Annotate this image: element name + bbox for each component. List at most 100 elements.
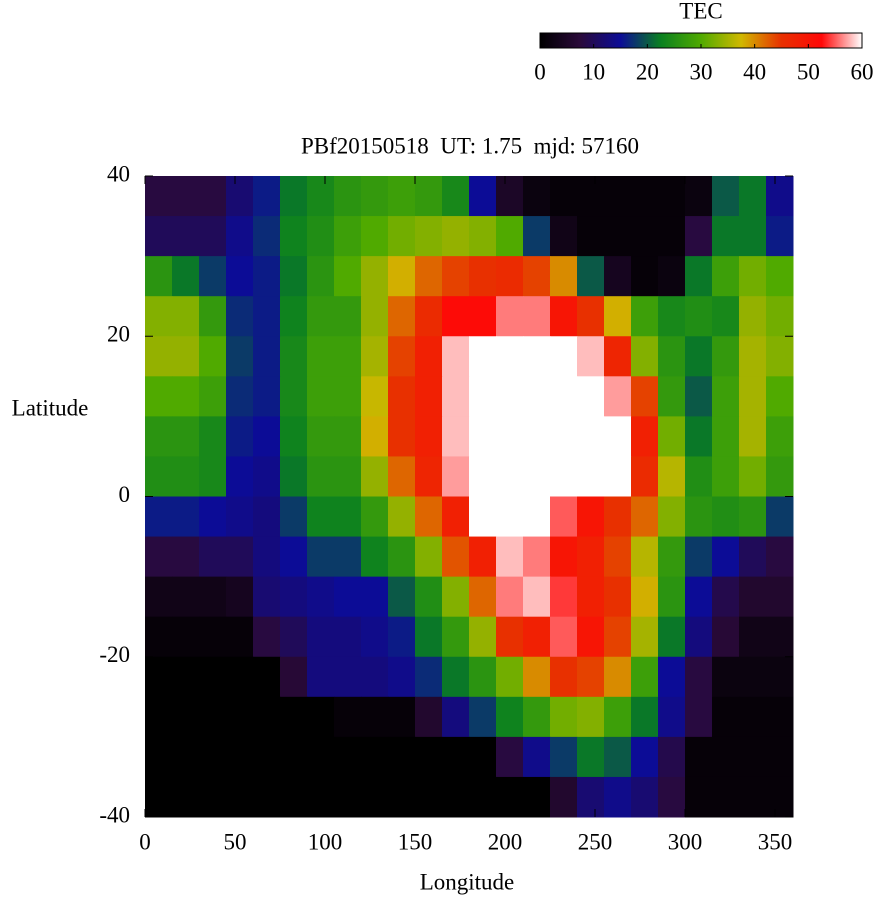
heatmap-cell: [685, 416, 713, 457]
heatmap-cell: [550, 496, 578, 538]
heatmap-cell: [658, 736, 686, 778]
heatmap-cell: [469, 416, 497, 457]
heatmap-cell: [550, 656, 578, 698]
heatmap-cell: [442, 376, 470, 417]
heatmap-cell: [739, 736, 767, 778]
heatmap-cell: [685, 696, 713, 738]
heatmap-cell: [604, 256, 632, 297]
heatmap-cell: [361, 736, 389, 778]
heatmap-cell: [631, 696, 659, 738]
y-axis-label: Latitude: [12, 395, 89, 420]
y-tick-label: -40: [99, 802, 130, 827]
heatmap-cell: [658, 776, 686, 818]
heatmap-cell: [469, 616, 497, 658]
heatmap-cell: [253, 216, 281, 257]
heatmap-cell: [280, 576, 308, 618]
heatmap-cell: [226, 376, 254, 417]
heatmap-cell: [631, 776, 659, 818]
heatmap-cell: [280, 456, 308, 497]
heatmap-cell: [415, 416, 443, 457]
heatmap-cell: [253, 376, 281, 417]
heatmap-cell: [631, 616, 659, 658]
heatmap-cell: [415, 176, 443, 217]
heatmap-cell: [145, 576, 173, 618]
heatmap-cell: [577, 336, 605, 377]
heatmap-cell: [685, 776, 713, 818]
heatmap-cell: [577, 576, 605, 618]
heatmap-cell: [334, 776, 362, 818]
heatmap-cell: [523, 536, 551, 578]
heatmap-cell: [361, 376, 389, 417]
heatmap-cell: [280, 616, 308, 658]
heatmap-cell: [172, 616, 200, 658]
heatmap-cell: [469, 256, 497, 297]
heatmap-cell: [172, 296, 200, 337]
heatmap-cell: [685, 616, 713, 658]
heatmap-cell: [307, 416, 335, 457]
heatmap-cell: [631, 376, 659, 417]
heatmap-cell: [199, 496, 227, 538]
heatmap-cell: [523, 496, 551, 538]
heatmap-cell: [361, 656, 389, 698]
heatmap-cell: [469, 336, 497, 377]
heatmap-cell: [172, 336, 200, 377]
heatmap-cell: [766, 696, 794, 738]
heatmap-cell: [145, 376, 173, 417]
heatmap-cell: [253, 176, 281, 217]
heatmap-cell: [712, 416, 740, 457]
heatmap-cell: [739, 496, 767, 538]
heatmap-cell: [226, 736, 254, 778]
heatmap-cell: [145, 336, 173, 377]
heatmap-cell: [334, 616, 362, 658]
heatmap-cell: [469, 176, 497, 217]
heatmap-cell: [469, 696, 497, 738]
heatmap-cell: [631, 456, 659, 497]
heatmap-cell: [766, 456, 794, 497]
heatmap-cell: [307, 296, 335, 337]
heatmap-cell: [496, 576, 524, 618]
heatmap-cell: [739, 456, 767, 497]
heatmap-cell: [685, 656, 713, 698]
heatmap-cell: [280, 496, 308, 538]
heatmap-cell: [631, 496, 659, 538]
heatmap-cell: [442, 216, 470, 257]
x-tick-label: 100: [308, 829, 343, 854]
heatmap-cell: [388, 576, 416, 618]
heatmap-cell: [685, 296, 713, 337]
heatmap-cell: [334, 496, 362, 538]
heatmap-cell: [172, 456, 200, 497]
heatmap-cell: [658, 416, 686, 457]
heatmap-cell: [712, 376, 740, 417]
heatmap-cell: [658, 336, 686, 377]
x-tick-label: 350: [758, 829, 793, 854]
heatmap-cell: [550, 296, 578, 337]
heatmap-cell: [442, 696, 470, 738]
heatmap-cell: [226, 536, 254, 578]
heatmap-cell: [577, 616, 605, 658]
heatmap-cell: [145, 256, 173, 297]
heatmap-cell: [415, 576, 443, 618]
heatmap-cell: [442, 736, 470, 778]
heatmap-cell: [145, 416, 173, 457]
heatmap-cell: [307, 776, 335, 818]
heatmap-cell: [415, 736, 443, 778]
heatmap-cell: [442, 616, 470, 658]
heatmap-cell: [415, 656, 443, 698]
heatmap-cell: [226, 576, 254, 618]
heatmap-cell: [766, 496, 794, 538]
heatmap-cell: [712, 736, 740, 778]
heatmap-cell: [712, 696, 740, 738]
heatmap-cell: [388, 496, 416, 538]
heatmap-cell: [307, 496, 335, 538]
heatmap-cell: [361, 336, 389, 377]
heatmap-cell: [739, 216, 767, 257]
heatmap-cell: [253, 696, 281, 738]
heatmap-cell: [658, 536, 686, 578]
heatmap-cell: [253, 416, 281, 457]
colorbar-tick-label: 10: [582, 59, 605, 84]
heatmap-cell: [604, 776, 632, 818]
heatmap-cell: [631, 416, 659, 457]
heatmap-cell: [307, 256, 335, 297]
heatmap-cell: [631, 536, 659, 578]
heatmap-cell: [604, 376, 632, 417]
